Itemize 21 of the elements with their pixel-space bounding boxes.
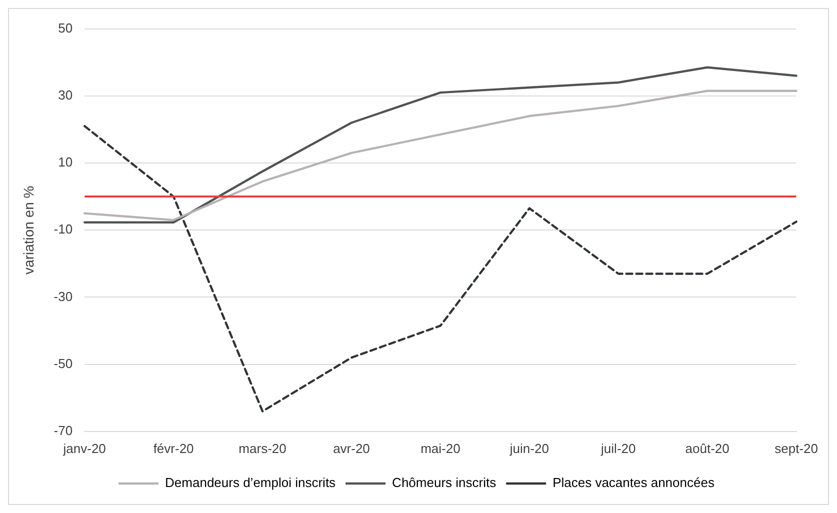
- x-tick-label: août-20: [685, 440, 730, 456]
- y-axis-title: variation en %: [20, 186, 36, 274]
- x-tick-label: mars-20: [238, 440, 286, 456]
- x-tick-label: févr-20: [153, 440, 194, 456]
- legend-label: Places vacantes annoncées: [552, 475, 715, 490]
- x-tick-label: avr-20: [333, 440, 370, 456]
- y-tick-label: 10: [58, 154, 73, 170]
- legend-label: Chômeurs inscrits: [392, 475, 497, 490]
- x-tick-label: juil-20: [600, 440, 636, 456]
- x-tick-label: janv-20: [62, 440, 106, 456]
- y-tick-label: -50: [54, 356, 73, 371]
- x-tick-label: juin-20: [508, 440, 549, 456]
- y-tick-label: 50: [58, 20, 73, 36]
- y-tick-label: 30: [58, 87, 73, 102]
- line-series: [83, 124, 798, 412]
- y-tick-label: -10: [54, 222, 73, 237]
- legend-label: Demandeurs d’emploi inscrits: [165, 475, 336, 490]
- y-tick-label: -30: [54, 288, 73, 304]
- x-tick-label: mai-20: [420, 440, 460, 456]
- y-tick-label: -70: [54, 422, 73, 438]
- x-tick-label: sept-20: [774, 440, 818, 456]
